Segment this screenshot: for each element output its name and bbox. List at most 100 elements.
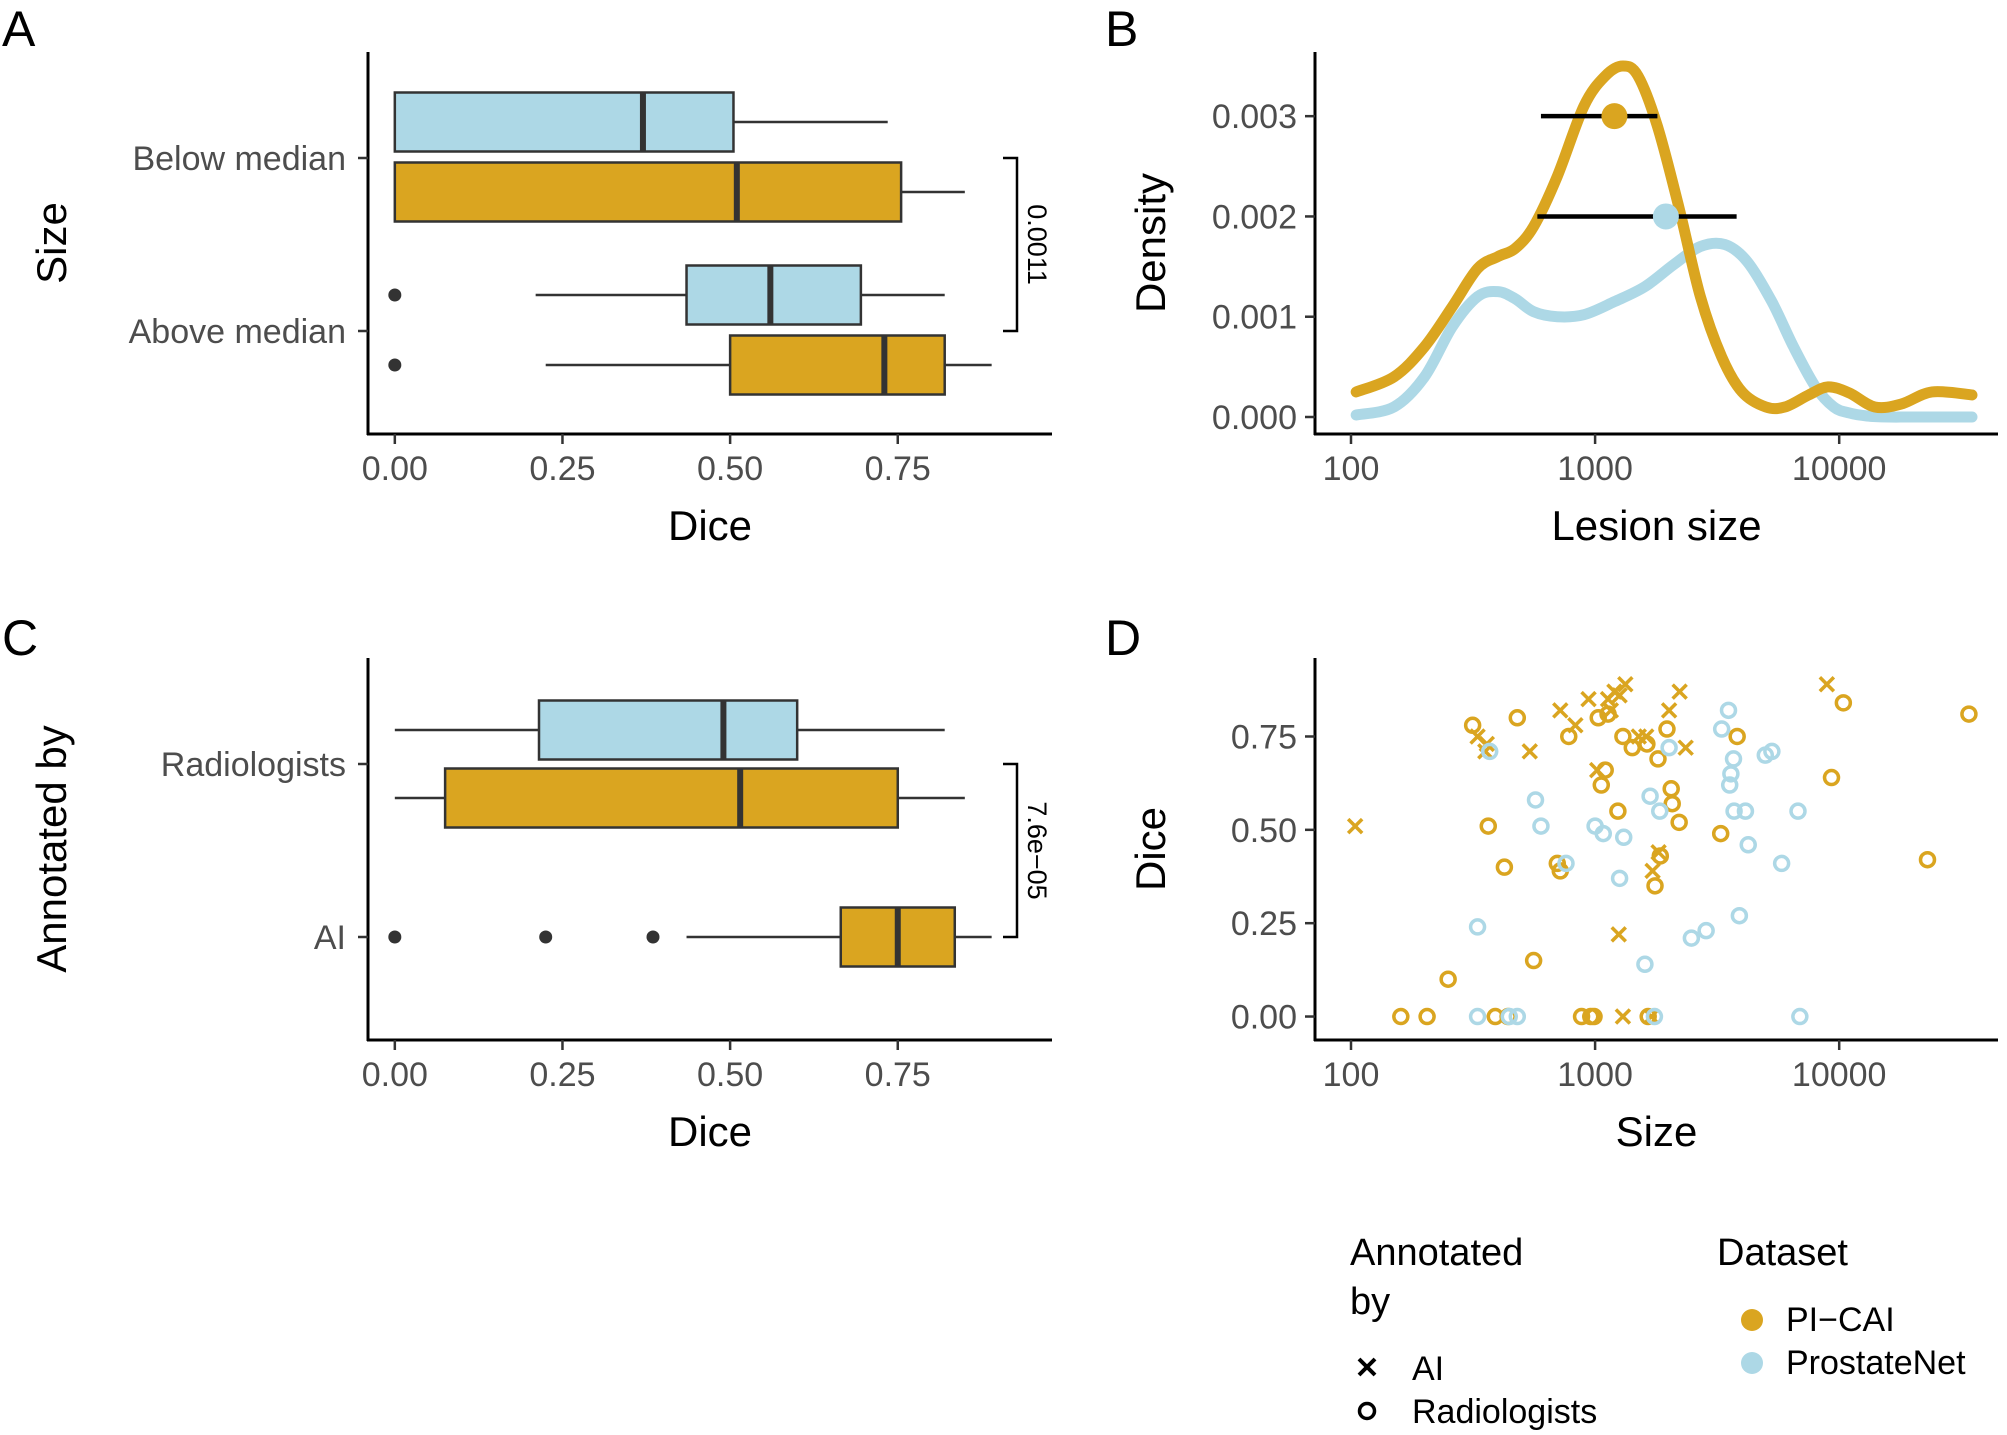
point-radiologists-prostatenet: [1736, 802, 1755, 820]
point-ai-pi-cai: [1611, 687, 1628, 704]
point-radiologists-prostatenet: [1480, 742, 1499, 761]
outlier-point: [646, 930, 660, 944]
outlier-point: [539, 930, 553, 944]
panel-a-boxplot: 0.00 0.25 0.50 0.75 Dice Size Below median Abov…: [28, 52, 1052, 549]
point-radiologists-pi-cai: [1596, 761, 1614, 779]
point-radiologists-pi-cai: [1508, 709, 1527, 727]
y-tick-label: 0.25: [1231, 905, 1297, 943]
y-group-label-radiologists: Radiologists: [161, 746, 346, 784]
x-stroke: [1818, 675, 1836, 693]
legend-pi-cai-swatch: [1741, 1309, 1763, 1331]
x-tick-label: 0.50: [697, 1056, 763, 1094]
legend-annotated-title-line2: by: [1350, 1281, 1390, 1323]
point-ai-pi-cai: [1617, 675, 1634, 693]
y-axis-title: Dice: [1127, 807, 1174, 891]
point-radiologists-pi-cai: [1585, 1007, 1603, 1026]
y-group-label-above-median: Above median: [129, 313, 346, 351]
point-radiologists-pi-cai: [1918, 850, 1937, 869]
point-radiologists-prostatenet: [1724, 750, 1743, 768]
box-iqr: [393, 91, 735, 153]
point-radiologists-prostatenet: [1614, 828, 1633, 847]
legend-x-icon: [1357, 1357, 1377, 1377]
point-ai-pi-cai: [1643, 1008, 1660, 1025]
legend-item-radiologists: Radiologists: [1412, 1393, 1597, 1431]
legend-item-ai: AI: [1412, 1350, 1444, 1388]
point-radiologists-pi-cai: [1392, 1007, 1410, 1026]
x-axis-title: Lesion size: [1551, 502, 1761, 549]
x-axis-title: Size: [1616, 1108, 1698, 1155]
legend-item-prostatenet: ProstateNet: [1786, 1344, 1966, 1382]
legend-circle-icon: [1357, 1401, 1377, 1421]
point-ai-pi-cai: [1660, 702, 1678, 719]
point-radiologists-prostatenet: [1594, 824, 1613, 843]
x-stroke: [1469, 728, 1486, 745]
x-tick-label: 0.50: [697, 450, 763, 488]
point-radiologists-prostatenet: [1508, 1007, 1527, 1026]
box-iqr: [443, 767, 900, 829]
y-tick-label: 0.50: [1231, 812, 1297, 850]
panel-tag-d: D: [1105, 610, 1141, 666]
point-radiologists-pi-cai: [1834, 694, 1853, 712]
point-ai-pi-cai: [1677, 739, 1694, 756]
x-tick-label: 0.00: [362, 1056, 428, 1094]
point-radiologists-prostatenet: [1610, 869, 1629, 888]
legend-dataset: Dataset PI−CAI ProstateNet: [1717, 1232, 1966, 1382]
x-stroke: [1346, 817, 1364, 835]
point-radiologists-pi-cai: [1960, 705, 1978, 723]
density-line-prostatenet: [1350, 237, 1978, 423]
box-radiologists-prostatenet: [394, 699, 945, 761]
point-radiologists-pi-cai: [1599, 705, 1617, 723]
x-stroke: [1552, 702, 1569, 719]
point-radiologists-pi-cai: [1646, 877, 1664, 895]
outlier-point: [388, 930, 402, 944]
point-radiologists-prostatenet: [1697, 921, 1715, 940]
x-stroke: [1614, 1008, 1632, 1025]
point-ai-pi-cai: [1610, 926, 1627, 943]
point-radiologists-pi-cai: [1614, 727, 1632, 746]
x-tick-label: 0.00: [362, 450, 428, 488]
legend-item-pi-cai: PI−CAI: [1786, 1301, 1895, 1339]
x-stroke: [1677, 739, 1694, 756]
y-tick-label: 0.001: [1212, 299, 1297, 337]
point-radiologists-prostatenet: [1468, 1007, 1487, 1026]
point-ai-pi-cai: [1614, 1008, 1632, 1025]
point-radiologists-pi-cai: [1638, 735, 1656, 753]
point-radiologists-pi-cai: [1418, 1007, 1436, 1026]
y-axis-title: Annotated by: [28, 725, 75, 973]
point-radiologists-prostatenet: [1682, 929, 1701, 947]
legend-annotated-title-line1: Annotated: [1350, 1232, 1523, 1274]
point-ai-pi-cai: [1644, 862, 1661, 880]
point-radiologists-pi-cai: [1589, 709, 1607, 727]
x-tick-label: 1000: [1557, 450, 1633, 488]
point-radiologists-prostatenet: [1636, 955, 1654, 974]
x-stroke: [1644, 862, 1661, 880]
point-radiologists-prostatenet: [1719, 701, 1738, 720]
y-group-label-below-median: Below median: [132, 140, 346, 178]
x-stroke: [1611, 687, 1628, 704]
point-radiologists-pi-cai: [1822, 768, 1841, 787]
panel-b-density: 100 1000 10000 0.000 0.001 0.002 0.003 Lesion s…: [1127, 52, 1998, 549]
density-line-pi-cai: [1350, 60, 1978, 415]
y-tick-label: 0.000: [1212, 399, 1297, 437]
panel-tag-b: B: [1105, 1, 1138, 57]
x-tick-label: 10000: [1792, 450, 1887, 488]
y-tick-label: 0.003: [1212, 98, 1297, 136]
y-tick-label: 0.00: [1231, 999, 1297, 1037]
point-radiologists-prostatenet: [1720, 776, 1739, 794]
point-ai-pi-cai: [1580, 690, 1597, 708]
box-below-median-pi-cai: [393, 161, 965, 223]
point-ai-pi-cai: [1346, 817, 1364, 835]
point-radiologists-pi-cai: [1479, 817, 1498, 835]
x-axis-title: Dice: [668, 502, 752, 549]
y-tick-label: 0.75: [1231, 718, 1297, 756]
point-radiologists-pi-cai: [1495, 858, 1514, 876]
point-radiologists-prostatenet: [1789, 802, 1807, 820]
point-ai-pi-cai: [1552, 702, 1569, 719]
point-ai-pi-cai: [1521, 743, 1539, 760]
y-group-label-ai: AI: [314, 919, 346, 957]
point-radiologists-pi-cai: [1658, 720, 1676, 738]
point-radiologists-prostatenet: [1468, 918, 1487, 936]
point-radiologists-prostatenet: [1641, 787, 1659, 805]
point-radiologists-pi-cai: [1651, 847, 1670, 865]
